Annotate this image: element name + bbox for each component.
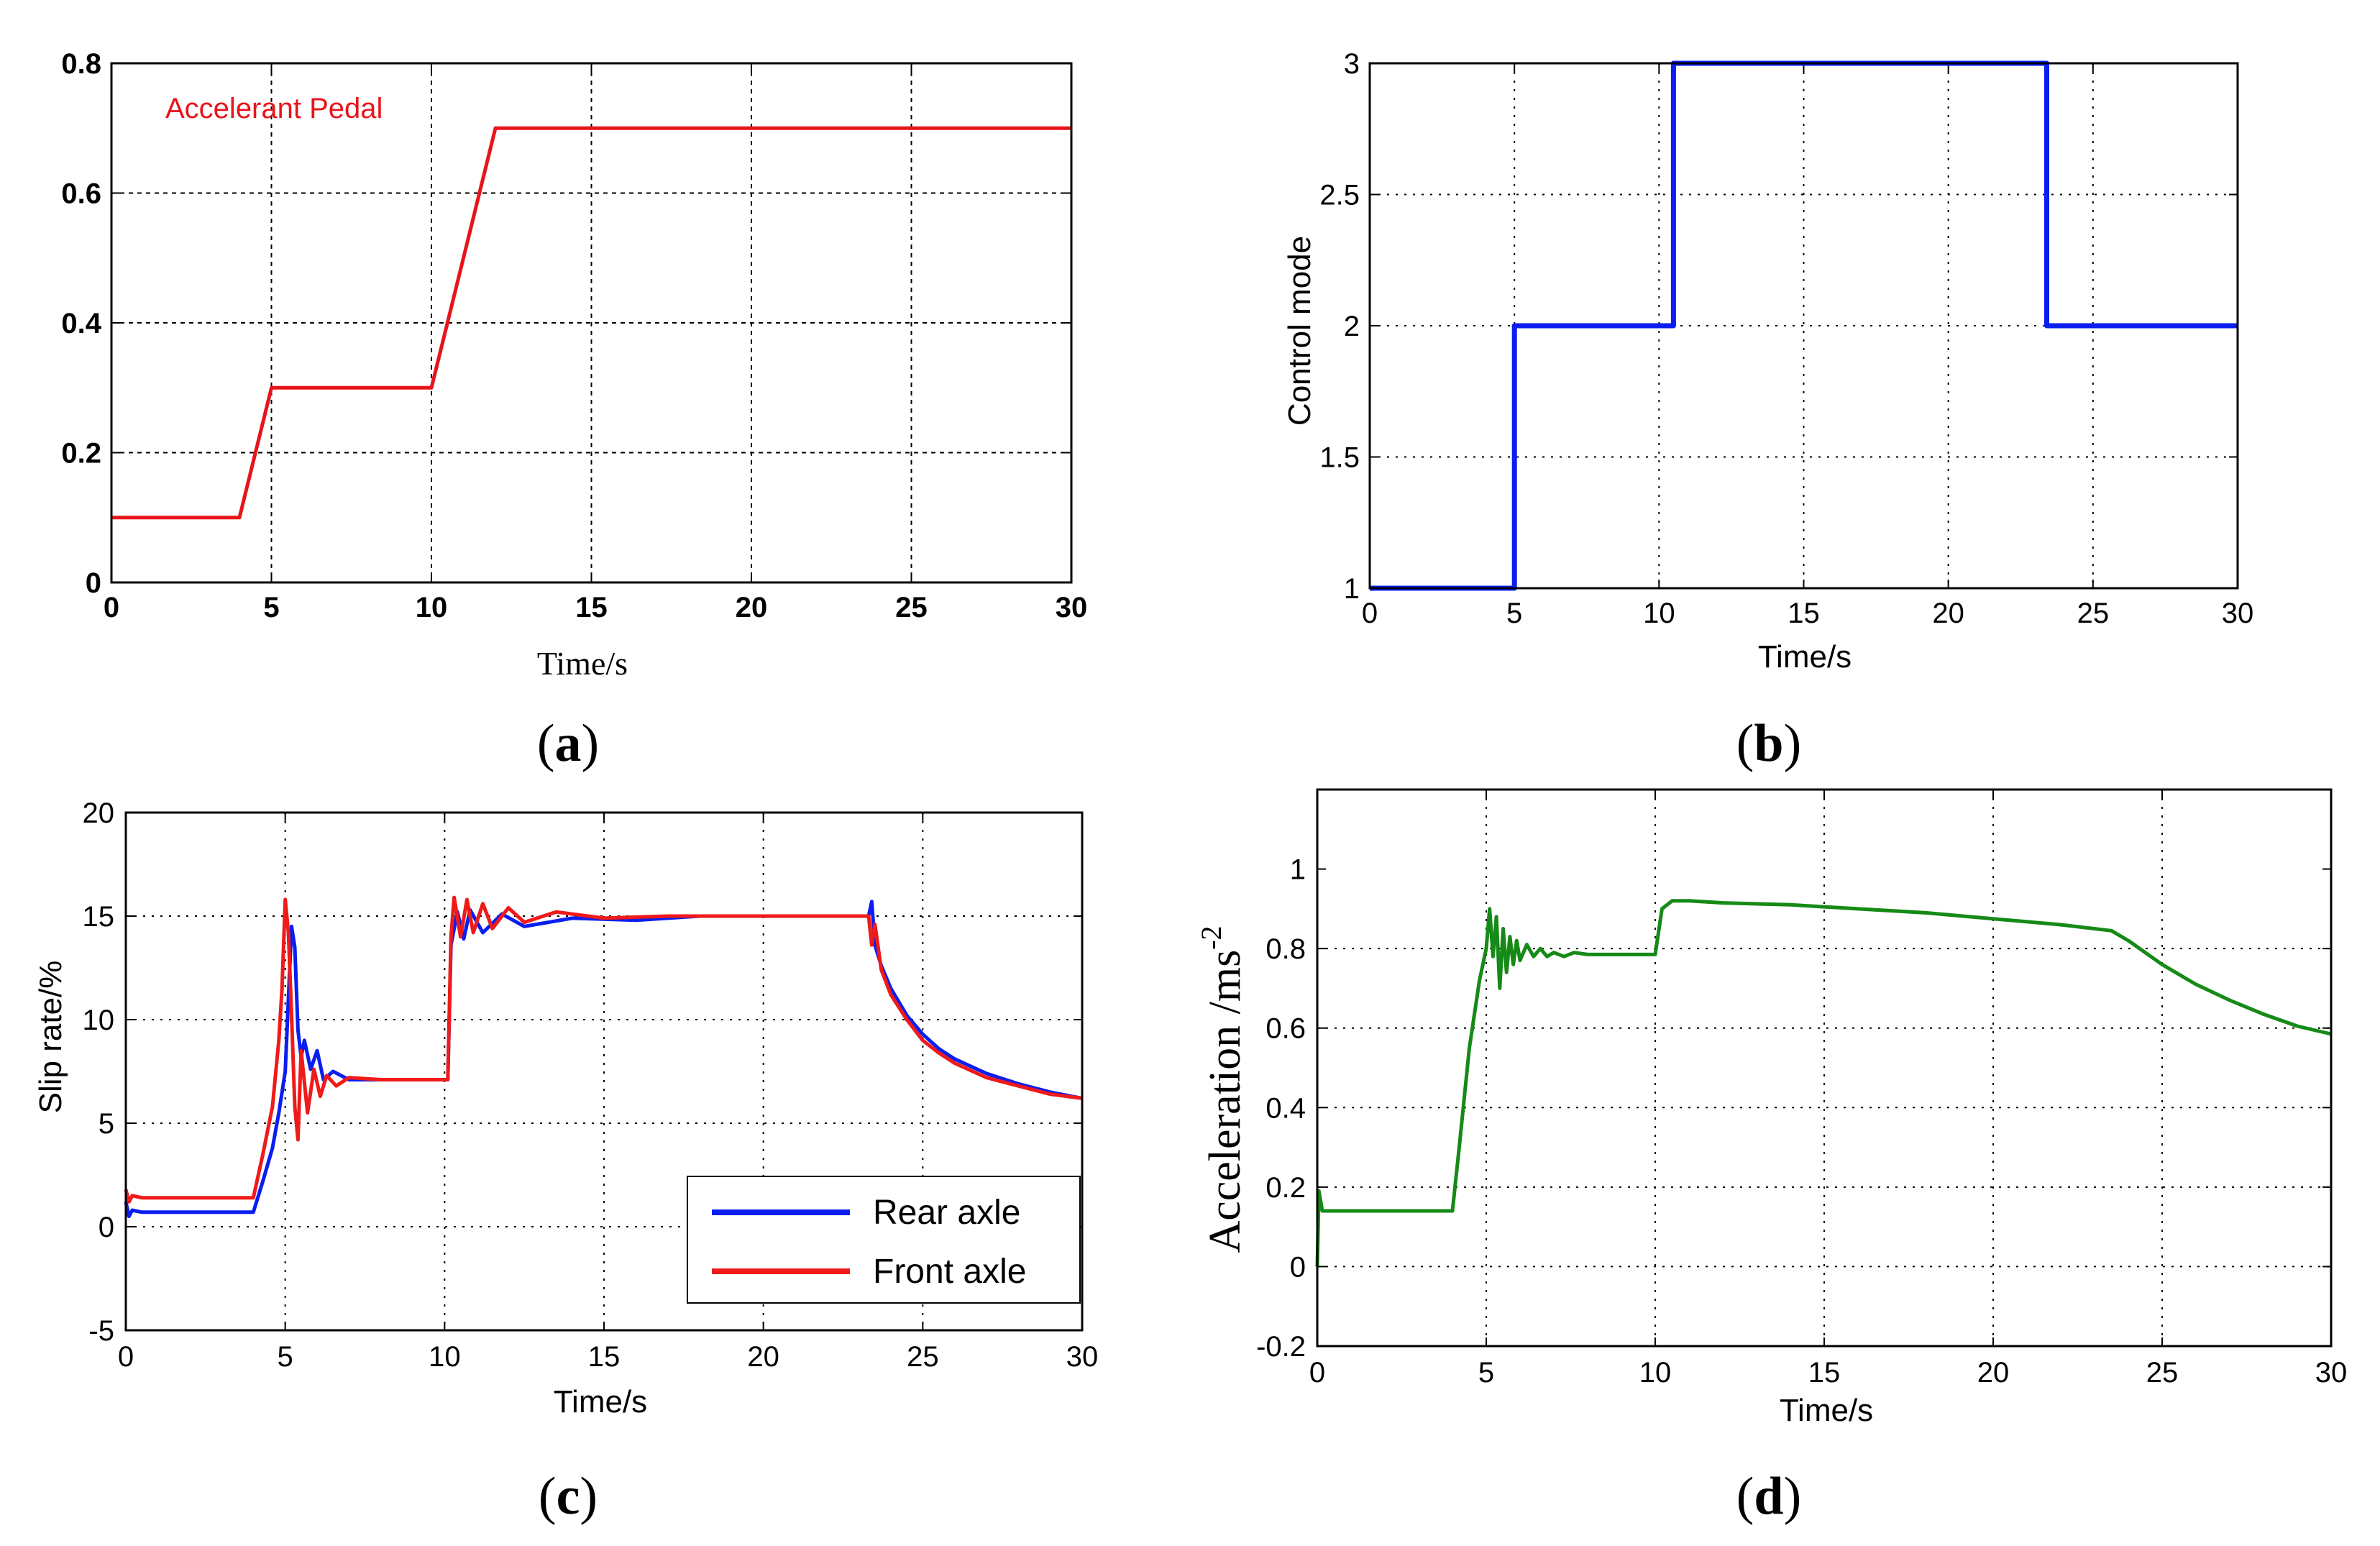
y-tick-label: 0.6	[61, 178, 101, 210]
panel-d-xlabel: Time/s	[1780, 1393, 1873, 1428]
y-tick-label: 10	[83, 1005, 115, 1036]
panel-d-caption: (d)	[1736, 1467, 1801, 1526]
panel-a-series	[111, 126, 1071, 520]
series-line-accelerant-pedal	[111, 126, 1071, 520]
x-tick-label: 20	[1977, 1357, 2010, 1389]
x-tick-label: 20	[747, 1341, 779, 1373]
panel-d-ylabel: Acceleration /ms-2	[1195, 925, 1250, 1253]
x-tick-label: 0	[118, 1341, 134, 1373]
x-tick-label: 0	[104, 592, 119, 623]
panel-b-frame	[1368, 62, 2239, 590]
x-tick-label: 15	[575, 592, 608, 623]
series-line-front-axle	[124, 895, 1083, 1204]
panel-c-frame	[124, 811, 1084, 1332]
x-tick-label: 30	[2222, 598, 2254, 629]
legend-box	[687, 1176, 1081, 1304]
x-tick-label: 10	[1643, 598, 1675, 629]
panel-b-caption: (b)	[1736, 714, 1801, 773]
panel-b-series	[1370, 60, 2238, 591]
y-tick-label: 0.6	[1265, 1013, 1306, 1045]
y-tick-label: 1	[1344, 573, 1360, 605]
x-tick-label: 30	[1056, 592, 1088, 623]
y-tick-label: 2.5	[1319, 180, 1360, 211]
x-tick-label: 5	[278, 1341, 293, 1373]
y-tick-label: 0	[99, 1212, 114, 1243]
panel-b-xlabel: Time/s	[1758, 639, 1852, 674]
y-tick-label: 2	[1344, 311, 1360, 342]
panel-c-caption: (c)	[539, 1467, 598, 1526]
x-tick-label: 10	[1639, 1357, 1672, 1389]
y-tick-label: 1.5	[1319, 442, 1360, 474]
y-tick-label: 5	[99, 1108, 114, 1140]
y-tick-label: 0.2	[61, 438, 101, 470]
x-tick-label: 0	[1362, 598, 1378, 629]
y-tick-label: 0.8	[1265, 933, 1306, 965]
panel-a-caption: (a)	[537, 714, 599, 773]
y-tick-label: 15	[83, 901, 115, 933]
panel-b-tick-labels: 0 5 10 15 20 25 30 1 1.5 2 2.5 3	[1319, 48, 2253, 629]
x-tick-label: 30	[2315, 1357, 2348, 1389]
panel-a: 0 5 10 15 20 25 30 0 0.2 0.4 0.6 0.8 Time/s Acceler…	[61, 48, 1087, 773]
x-tick-label: 15	[1788, 598, 1820, 629]
x-tick-label: 10	[429, 1341, 461, 1373]
panel-d-tick-labels: 0 5 10 15 20 25 30-0.200.20.40.60.81	[1256, 854, 2347, 1389]
x-tick-label: 25	[907, 1341, 939, 1373]
panel-a-grid	[111, 63, 1072, 583]
y-tick-label: 1	[1290, 854, 1306, 886]
panel-a-annotation: Accelerant Pedal	[165, 93, 383, 124]
y-tick-label: 3	[1344, 48, 1360, 80]
x-tick-label: 0	[1309, 1357, 1325, 1389]
x-tick-label: 5	[1506, 598, 1522, 629]
x-tick-label: 25	[2146, 1357, 2179, 1389]
series-line-acceleration	[1315, 899, 2332, 1267]
panel-a-tick-labels: 0 5 10 15 20 25 30 0 0.2 0.4 0.6 0.8	[61, 48, 1087, 623]
panel-c-ylabel: Slip rate/%	[33, 961, 68, 1114]
x-tick-label: 15	[588, 1341, 621, 1373]
y-tick-label: 0.8	[61, 48, 101, 80]
panel-c-xlabel: Time/s	[554, 1384, 647, 1419]
x-tick-label: 30	[1066, 1341, 1099, 1373]
panel-d: 0 5 10 15 20 25 30-0.200.20.40.60.81 Time/s Ac…	[1195, 788, 2347, 1526]
y-tick-label: 0.2	[1265, 1172, 1306, 1204]
panel-d-series	[1315, 899, 2332, 1267]
x-tick-label: 25	[2077, 598, 2110, 629]
x-tick-label: 15	[1808, 1357, 1841, 1389]
x-tick-label: 5	[1478, 1357, 1494, 1389]
y-tick-label: 0.4	[61, 308, 101, 339]
panel-d-frame	[1316, 788, 2333, 1348]
panel-c-series	[124, 895, 1083, 1219]
y-tick-label: 20	[83, 797, 115, 829]
x-tick-label: 10	[416, 592, 448, 623]
legend-label-front-axle: Front axle	[873, 1253, 1026, 1291]
y-tick-label: 0	[86, 567, 101, 599]
x-tick-label: 20	[736, 592, 768, 623]
panel-a-xlabel: Time/s	[537, 645, 628, 682]
legend-label-rear-axle: Rear axle	[873, 1194, 1020, 1232]
series-line-rear-axle	[124, 900, 1083, 1219]
panel-b-ylabel: Control mode	[1282, 236, 1317, 426]
y-tick-label: 0	[1290, 1251, 1306, 1283]
x-tick-label: 20	[1932, 598, 1964, 629]
panel-d-grid	[1317, 790, 2332, 1347]
panel-b: 0 5 10 15 20 25 30 1 1.5 2 2.5 3 Time/s Control mod…	[1282, 48, 2253, 773]
panel-a-frame	[110, 62, 1073, 584]
y-tick-label: -5	[88, 1315, 114, 1347]
x-tick-label: 5	[263, 592, 279, 623]
y-tick-label: 0.4	[1265, 1092, 1306, 1124]
series-line-control-mode	[1370, 60, 2238, 591]
y-tick-label: -0.2	[1256, 1331, 1306, 1363]
panel-c-legend: Rear axle Front axle	[687, 1176, 1081, 1304]
x-tick-label: 25	[895, 592, 928, 623]
